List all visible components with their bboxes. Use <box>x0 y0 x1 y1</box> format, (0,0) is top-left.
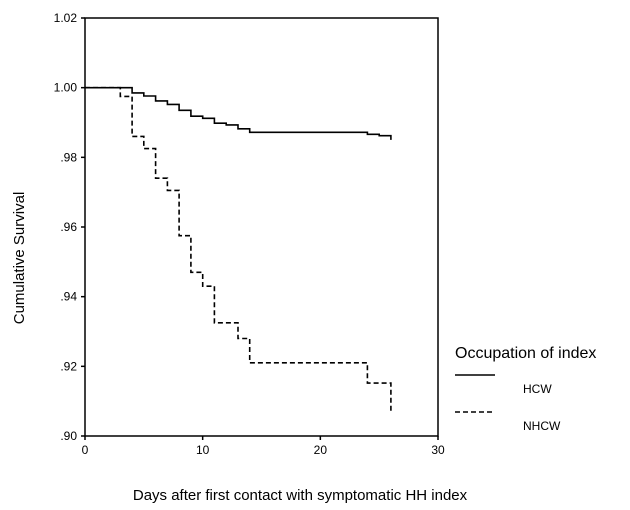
y-tick-label: .90 <box>60 429 77 443</box>
y-tick-label: 1.00 <box>54 81 78 95</box>
series-line-nhcw <box>85 86 392 412</box>
legend-title: Occupation of index <box>455 345 596 362</box>
x-tick-label: 30 <box>431 443 445 457</box>
plot-area <box>84 17 439 437</box>
series-line-hcw <box>85 86 392 140</box>
y-tick-label: .98 <box>60 150 77 164</box>
y-tick-label: 1.02 <box>54 11 78 25</box>
legend-label-nhcw: NHCW <box>523 419 561 433</box>
series-lines <box>85 86 392 412</box>
x-tick-label: 0 <box>82 443 89 457</box>
y-tick-label: .94 <box>60 290 77 304</box>
plot-frame <box>84 17 439 437</box>
x-axis-title: Days after first contact with symptomati… <box>133 487 468 504</box>
y-tick-label: .96 <box>60 220 77 234</box>
y-axis-title: Cumulative Survival <box>11 192 28 325</box>
y-tick-label: .92 <box>60 359 77 373</box>
x-tick-label: 10 <box>196 443 210 457</box>
x-tick-label: 20 <box>314 443 328 457</box>
legend: Occupation of index HCW NHCW <box>455 345 596 433</box>
axes: .90 .92 .94 .96 .98 1.00 1.02 0 10 20 30 <box>54 11 445 457</box>
legend-label-hcw: HCW <box>523 382 552 396</box>
